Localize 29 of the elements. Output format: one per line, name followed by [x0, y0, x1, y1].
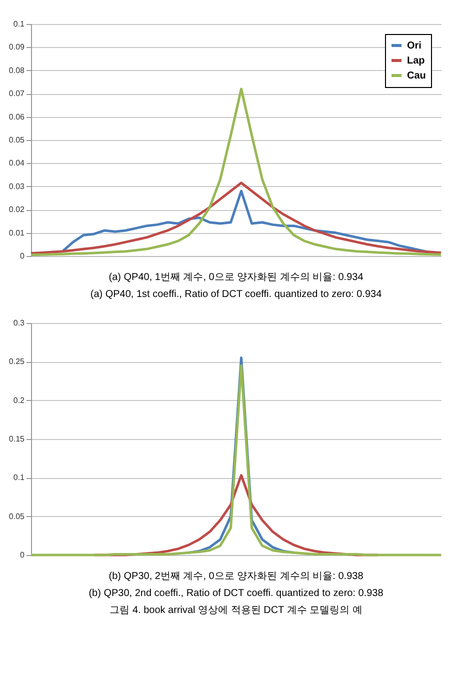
y-tick-label: 0.05 [8, 512, 26, 521]
y-tick-label: 0.2 [13, 396, 26, 405]
text: (a) QP40, 1st coeffi., Ratio of DCT coeffi. quantized to zero: 0.934 [90, 289, 382, 300]
y-tick-label: 0 [20, 252, 26, 260]
y-tick-label: 0.09 [8, 42, 26, 52]
y-tick-label: 0.01 [8, 228, 26, 238]
y-tick-label: 0.1 [13, 20, 26, 28]
y-tick-label: 0.06 [8, 112, 26, 122]
y-tick-label: 0.05 [8, 136, 26, 144]
y-tick-label: 0.02 [8, 205, 26, 214]
y-tick-label: 0.25 [8, 357, 26, 366]
y-tick-label: 0.04 [8, 158, 26, 168]
y-tick-label: 0.3 [13, 318, 26, 328]
y-tick-label: 0.03 [8, 182, 26, 191]
legend-label: Cau [407, 70, 426, 82]
caption: 그림 4. book arrival 영상에 적용된 DCT 계수 모델링의 예 [110, 605, 362, 616]
legend-label: Lap [407, 56, 425, 66]
line-series [30, 182, 442, 254]
legend-label: Ori [407, 40, 422, 52]
y-tick-label: 0.07 [8, 89, 26, 98]
text: (b) QP30, 2번째 계수, 0으로 양자화된 계수의 비율: 0.938 [108, 571, 364, 582]
y-tick-label: 0.1 [13, 473, 26, 482]
y-tick-label: 0 [20, 550, 26, 560]
line-series [30, 364, 442, 556]
text: (b) QP30, 2nd coeffi., Ratio of DCT coeffi. quantized to zero: 0.938 [88, 588, 384, 599]
text: (a) QP40, 1번째 계수, 0으로 양자화된 계수의 비율: 0.934 [108, 272, 364, 283]
y-tick-label: 0.15 [8, 434, 26, 444]
line-series [30, 88, 442, 256]
y-tick-label: 0.08 [8, 66, 26, 75]
